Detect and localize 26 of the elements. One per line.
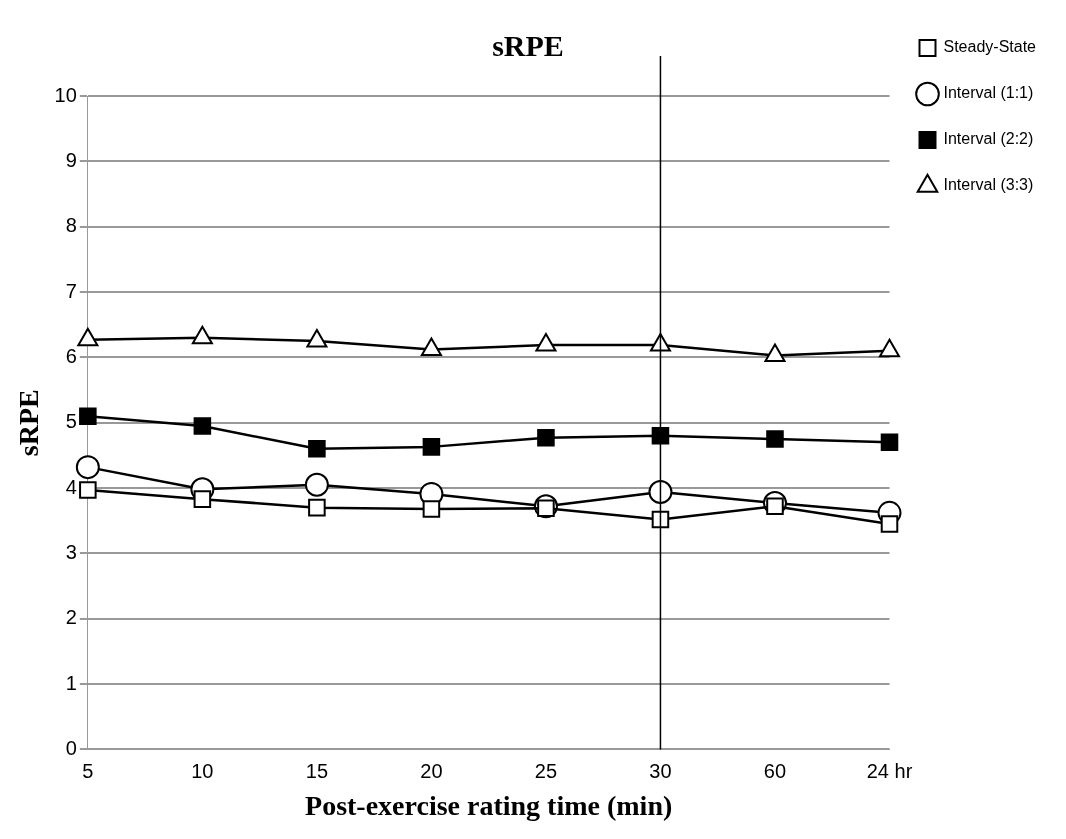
- x-tick-label: 30: [649, 759, 672, 782]
- y-tick-label: 9: [65, 148, 77, 171]
- x-tick-label: 25: [534, 759, 558, 782]
- x-axis-title: Post-exercise rating time (min): [305, 790, 673, 822]
- y-tick-label: 3: [65, 540, 77, 563]
- x-tick-label: 10: [191, 759, 214, 782]
- y-tick-label: 10: [54, 83, 77, 106]
- x-tick-label: 20: [420, 759, 443, 782]
- legend-label: Interval (3:3): [943, 176, 1034, 194]
- y-tick-label: 0: [65, 736, 77, 759]
- x-tick-label: 60: [763, 759, 787, 782]
- x-tick-label: 15: [305, 759, 329, 782]
- y-tick-label: 8: [65, 214, 77, 237]
- y-tick-label: 4: [65, 475, 77, 498]
- y-tick-label: 5: [65, 410, 77, 433]
- legend-label: Steady-State: [943, 38, 1037, 56]
- x-tick-label: 5: [82, 759, 94, 782]
- x-tick-label: 24 hr: [866, 759, 913, 782]
- y-axis-title: sRPE: [13, 389, 45, 457]
- y-tick-label: 6: [65, 344, 77, 367]
- legend-label: Interval (1:1): [943, 84, 1034, 102]
- y-tick-label: 2: [65, 606, 77, 629]
- y-tick-label: 1: [65, 671, 77, 694]
- chart-title: sRPE: [492, 28, 564, 62]
- legend-label: Interval (2:2): [943, 130, 1034, 148]
- y-tick-label: 7: [65, 279, 77, 302]
